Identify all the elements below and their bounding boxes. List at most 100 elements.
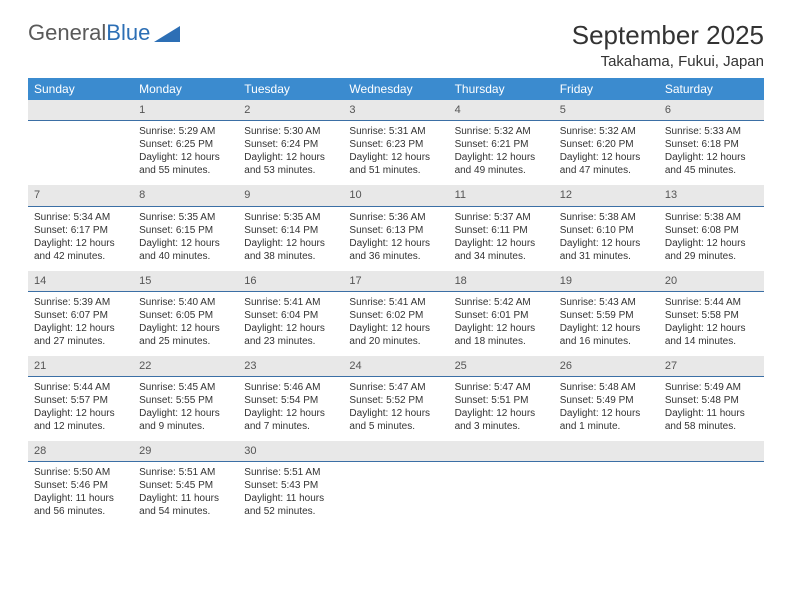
day-line: and 38 minutes. bbox=[244, 250, 337, 263]
day-line: Sunrise: 5:33 AM bbox=[665, 125, 758, 138]
day-line: and 45 minutes. bbox=[665, 164, 758, 177]
day-number-cell: 28 bbox=[28, 441, 133, 462]
weekday-header-row: Sunday Monday Tuesday Wednesday Thursday… bbox=[28, 78, 764, 100]
day-line: Daylight: 12 hours bbox=[455, 407, 548, 420]
day-content-cell: Sunrise: 5:47 AMSunset: 5:52 PMDaylight:… bbox=[343, 377, 448, 442]
day-line: Sunset: 5:52 PM bbox=[349, 394, 442, 407]
day-line: and 12 minutes. bbox=[34, 420, 127, 433]
day-line: Sunrise: 5:44 AM bbox=[665, 296, 758, 309]
day-line: Sunrise: 5:34 AM bbox=[34, 211, 127, 224]
day-line: Sunset: 5:43 PM bbox=[244, 479, 337, 492]
day-line: Daylight: 12 hours bbox=[455, 237, 548, 250]
day-content-cell: Sunrise: 5:43 AMSunset: 5:59 PMDaylight:… bbox=[554, 291, 659, 356]
day-line: and 3 minutes. bbox=[455, 420, 548, 433]
day-line: Sunset: 6:14 PM bbox=[244, 224, 337, 237]
day-line: and 23 minutes. bbox=[244, 335, 337, 348]
day-content-cell: Sunrise: 5:49 AMSunset: 5:48 PMDaylight:… bbox=[659, 377, 764, 442]
day-line: Sunset: 6:05 PM bbox=[139, 309, 232, 322]
day-content-cell: Sunrise: 5:44 AMSunset: 5:57 PMDaylight:… bbox=[28, 377, 133, 442]
day-content-row: Sunrise: 5:39 AMSunset: 6:07 PMDaylight:… bbox=[28, 291, 764, 356]
day-line: Sunrise: 5:45 AM bbox=[139, 381, 232, 394]
day-line: and 20 minutes. bbox=[349, 335, 442, 348]
day-line: Sunset: 5:49 PM bbox=[560, 394, 653, 407]
day-number-cell bbox=[449, 441, 554, 462]
day-number-cell: 15 bbox=[133, 271, 238, 292]
day-content-cell: Sunrise: 5:47 AMSunset: 5:51 PMDaylight:… bbox=[449, 377, 554, 442]
day-content-cell: Sunrise: 5:40 AMSunset: 6:05 PMDaylight:… bbox=[133, 291, 238, 356]
topbar: GeneralBlue September 2025 Takahama, Fuk… bbox=[28, 20, 764, 70]
day-line: Sunset: 5:45 PM bbox=[139, 479, 232, 492]
day-content-cell bbox=[554, 462, 659, 527]
day-line: Sunrise: 5:51 AM bbox=[139, 466, 232, 479]
day-line: Sunset: 6:04 PM bbox=[244, 309, 337, 322]
day-line: Sunset: 6:02 PM bbox=[349, 309, 442, 322]
day-line: and 52 minutes. bbox=[244, 505, 337, 518]
day-line: and 55 minutes. bbox=[139, 164, 232, 177]
day-line: and 7 minutes. bbox=[244, 420, 337, 433]
day-line: and 29 minutes. bbox=[665, 250, 758, 263]
day-line: and 14 minutes. bbox=[665, 335, 758, 348]
day-line: Sunrise: 5:35 AM bbox=[244, 211, 337, 224]
day-number-cell: 20 bbox=[659, 271, 764, 292]
day-content-cell bbox=[28, 121, 133, 186]
day-line: and 51 minutes. bbox=[349, 164, 442, 177]
day-number-cell: 2 bbox=[238, 100, 343, 121]
day-line: and 9 minutes. bbox=[139, 420, 232, 433]
day-number-cell: 27 bbox=[659, 356, 764, 377]
day-line: Daylight: 11 hours bbox=[665, 407, 758, 420]
day-content-cell: Sunrise: 5:38 AMSunset: 6:10 PMDaylight:… bbox=[554, 206, 659, 271]
day-number-cell: 17 bbox=[343, 271, 448, 292]
day-number-cell: 18 bbox=[449, 271, 554, 292]
day-line: Sunrise: 5:46 AM bbox=[244, 381, 337, 394]
day-content-cell: Sunrise: 5:42 AMSunset: 6:01 PMDaylight:… bbox=[449, 291, 554, 356]
title-block: September 2025 Takahama, Fukui, Japan bbox=[572, 20, 764, 70]
day-line: Sunset: 5:51 PM bbox=[455, 394, 548, 407]
day-line: Daylight: 12 hours bbox=[244, 407, 337, 420]
day-number-cell bbox=[659, 441, 764, 462]
day-line: Sunrise: 5:38 AM bbox=[665, 211, 758, 224]
day-line: Sunrise: 5:41 AM bbox=[244, 296, 337, 309]
day-line: Daylight: 12 hours bbox=[139, 151, 232, 164]
day-line: and 53 minutes. bbox=[244, 164, 337, 177]
day-number-cell: 16 bbox=[238, 271, 343, 292]
day-line: Daylight: 12 hours bbox=[455, 151, 548, 164]
weekday-header: Wednesday bbox=[343, 78, 448, 100]
day-content-cell: Sunrise: 5:29 AMSunset: 6:25 PMDaylight:… bbox=[133, 121, 238, 186]
day-line: and 1 minute. bbox=[560, 420, 653, 433]
day-content-row: Sunrise: 5:34 AMSunset: 6:17 PMDaylight:… bbox=[28, 206, 764, 271]
day-line: and 42 minutes. bbox=[34, 250, 127, 263]
day-content-cell: Sunrise: 5:45 AMSunset: 5:55 PMDaylight:… bbox=[133, 377, 238, 442]
weekday-header: Sunday bbox=[28, 78, 133, 100]
page: GeneralBlue September 2025 Takahama, Fuk… bbox=[0, 0, 792, 526]
day-number-cell: 8 bbox=[133, 185, 238, 206]
day-content-cell: Sunrise: 5:46 AMSunset: 5:54 PMDaylight:… bbox=[238, 377, 343, 442]
day-line: Sunrise: 5:41 AM bbox=[349, 296, 442, 309]
day-line: Sunset: 6:08 PM bbox=[665, 224, 758, 237]
day-content-cell: Sunrise: 5:31 AMSunset: 6:23 PMDaylight:… bbox=[343, 121, 448, 186]
day-line: Sunset: 6:18 PM bbox=[665, 138, 758, 151]
day-line: Daylight: 11 hours bbox=[139, 492, 232, 505]
day-line: and 40 minutes. bbox=[139, 250, 232, 263]
day-line: Daylight: 12 hours bbox=[560, 151, 653, 164]
day-number-cell: 3 bbox=[343, 100, 448, 121]
day-line: Sunrise: 5:32 AM bbox=[455, 125, 548, 138]
day-number-cell: 26 bbox=[554, 356, 659, 377]
day-number-cell: 7 bbox=[28, 185, 133, 206]
day-line: Daylight: 12 hours bbox=[560, 322, 653, 335]
day-line: Sunset: 6:01 PM bbox=[455, 309, 548, 322]
day-number-cell: 6 bbox=[659, 100, 764, 121]
weekday-header: Saturday bbox=[659, 78, 764, 100]
day-line: Daylight: 12 hours bbox=[244, 322, 337, 335]
month-title: September 2025 bbox=[572, 20, 764, 51]
day-line: and 58 minutes. bbox=[665, 420, 758, 433]
day-line: Sunrise: 5:42 AM bbox=[455, 296, 548, 309]
day-number-cell: 24 bbox=[343, 356, 448, 377]
day-line: Sunrise: 5:31 AM bbox=[349, 125, 442, 138]
weekday-header: Tuesday bbox=[238, 78, 343, 100]
day-line: Daylight: 12 hours bbox=[560, 407, 653, 420]
calendar-table: Sunday Monday Tuesday Wednesday Thursday… bbox=[28, 78, 764, 526]
day-line: Sunrise: 5:30 AM bbox=[244, 125, 337, 138]
day-line: and 34 minutes. bbox=[455, 250, 548, 263]
day-line: Daylight: 12 hours bbox=[34, 407, 127, 420]
day-line: Sunset: 5:59 PM bbox=[560, 309, 653, 322]
